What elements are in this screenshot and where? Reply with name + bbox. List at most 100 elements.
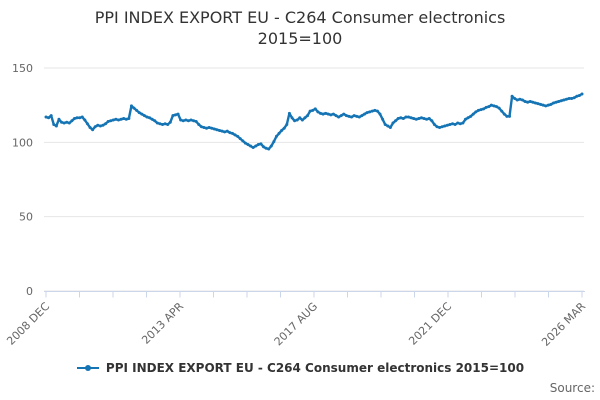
data-point bbox=[65, 120, 69, 124]
data-point bbox=[259, 142, 263, 146]
data-point bbox=[422, 117, 426, 121]
data-point bbox=[399, 116, 403, 120]
data-point bbox=[166, 122, 170, 126]
data-point bbox=[93, 125, 97, 129]
data-point bbox=[355, 114, 359, 118]
data-point bbox=[526, 100, 530, 104]
y-axis-tick-label: 100 bbox=[12, 136, 33, 149]
data-point bbox=[438, 125, 442, 129]
data-point bbox=[233, 133, 237, 137]
data-point bbox=[269, 144, 273, 148]
data-point bbox=[344, 114, 348, 118]
data-point bbox=[554, 100, 558, 104]
data-point bbox=[391, 121, 395, 125]
data-point bbox=[313, 107, 317, 111]
data-point bbox=[350, 115, 354, 119]
data-point bbox=[549, 102, 553, 106]
data-point bbox=[419, 116, 423, 120]
data-point bbox=[575, 94, 579, 98]
data-point bbox=[331, 112, 335, 116]
data-point bbox=[342, 112, 346, 116]
data-point bbox=[106, 120, 110, 124]
data-point bbox=[119, 117, 123, 121]
data-point bbox=[531, 100, 535, 104]
data-point bbox=[508, 114, 511, 118]
data-point bbox=[254, 144, 258, 148]
data-point bbox=[378, 112, 382, 116]
data-point bbox=[249, 144, 253, 148]
chart-title: PPI INDEX EXPORT EU - C264 Consumer elec… bbox=[0, 7, 600, 49]
data-point bbox=[451, 122, 455, 126]
data-point bbox=[137, 111, 141, 115]
data-point bbox=[564, 97, 568, 101]
data-point bbox=[528, 99, 532, 103]
data-point bbox=[484, 105, 488, 109]
data-point bbox=[189, 118, 193, 122]
data-point bbox=[44, 115, 48, 119]
data-point bbox=[318, 111, 322, 115]
data-point bbox=[461, 121, 465, 125]
data-point bbox=[453, 122, 457, 126]
data-point bbox=[168, 120, 172, 124]
data-point bbox=[295, 118, 299, 122]
data-point bbox=[225, 129, 229, 133]
data-point bbox=[256, 143, 260, 147]
y-axis-tick-label: 0 bbox=[26, 285, 33, 298]
data-point bbox=[567, 96, 571, 100]
data-point bbox=[277, 131, 281, 135]
data-point bbox=[220, 129, 224, 133]
data-point bbox=[417, 117, 421, 121]
data-point bbox=[544, 104, 548, 108]
data-point bbox=[388, 125, 392, 129]
data-point bbox=[321, 112, 325, 116]
data-point bbox=[471, 112, 475, 116]
data-point bbox=[476, 108, 480, 112]
data-point bbox=[386, 124, 390, 128]
data-point bbox=[132, 106, 136, 110]
data-point bbox=[401, 117, 405, 121]
data-point bbox=[443, 124, 447, 128]
data-point bbox=[500, 109, 504, 113]
data-point bbox=[72, 117, 76, 121]
data-point bbox=[536, 102, 540, 106]
data-point bbox=[282, 126, 286, 130]
data-point bbox=[135, 108, 139, 112]
data-point bbox=[414, 117, 418, 121]
data-point bbox=[49, 114, 53, 118]
data-point bbox=[407, 115, 411, 119]
data-point bbox=[394, 119, 398, 123]
data-point bbox=[148, 116, 152, 120]
data-point bbox=[223, 130, 227, 134]
data-point bbox=[492, 104, 496, 108]
data-point bbox=[161, 122, 165, 126]
data-point bbox=[127, 117, 131, 121]
data-point bbox=[495, 105, 499, 109]
data-point bbox=[557, 99, 561, 103]
data-point bbox=[425, 117, 429, 121]
data-point bbox=[122, 117, 126, 121]
data-point bbox=[510, 94, 514, 98]
data-point bbox=[430, 119, 434, 123]
data-point bbox=[458, 122, 462, 126]
data-point bbox=[217, 128, 221, 132]
data-point bbox=[482, 107, 486, 111]
data-point bbox=[264, 146, 268, 150]
data-point bbox=[153, 119, 157, 123]
data-point bbox=[140, 112, 144, 116]
data-point bbox=[246, 143, 250, 147]
data-point bbox=[559, 99, 563, 103]
data-point bbox=[440, 125, 444, 129]
data-point bbox=[186, 119, 190, 123]
data-point bbox=[47, 116, 51, 120]
data-point bbox=[199, 125, 203, 129]
data-point bbox=[368, 110, 372, 114]
legend-series-label[interactable]: PPI INDEX EXPORT EU - C264 Consumer elec… bbox=[105, 361, 525, 375]
data-point bbox=[435, 125, 439, 129]
data-point bbox=[580, 92, 584, 96]
data-point bbox=[427, 117, 431, 121]
data-point bbox=[334, 114, 338, 118]
data-point bbox=[173, 113, 177, 117]
data-point bbox=[171, 114, 175, 118]
data-point bbox=[62, 121, 66, 125]
